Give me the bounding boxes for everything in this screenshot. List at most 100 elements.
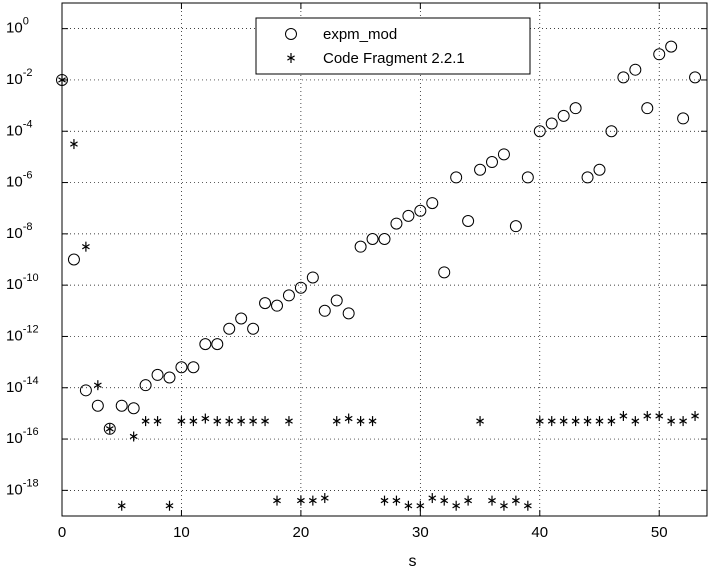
legend: expm_mod Code Fragment 2.2.1 [255,17,531,75]
data-point-asterisk [452,500,461,511]
data-point-circle [67,253,80,266]
data-point-circle [629,63,642,76]
data-point-asterisk [117,500,126,511]
data-point-asterisk [691,410,699,421]
data-point-asterisk [308,495,317,506]
data-point-asterisk [559,416,568,427]
data-point-asterisk [404,500,413,511]
data-point-asterisk [261,416,269,427]
series-expm-mod [56,40,702,435]
data-point-asterisk [129,431,138,442]
x-tick-label: 20 [293,524,310,541]
data-point-asterisk [619,410,628,421]
data-point-circle [617,71,630,84]
y-tick-label: 10-8 [6,221,32,242]
data-point-circle [127,402,140,415]
data-marks [56,40,702,511]
data-point-circle [665,40,678,53]
data-point-circle [641,102,654,115]
series-code-fragment-2-2-1 [58,74,699,511]
y-tick-label: 100 [6,16,29,37]
data-point-circle [497,148,510,161]
data-point-asterisk [285,416,293,427]
data-point-asterisk [380,495,389,506]
y-tick-label: 10-10 [6,272,39,293]
data-point-circle [689,71,702,84]
y-tick-label: 10-18 [6,477,39,498]
data-point-circle [390,217,403,230]
data-point-circle [366,232,379,245]
data-point-asterisk [488,495,496,506]
data-point-asterisk [607,416,616,427]
x-tick-label: 0 [58,524,66,541]
data-point-circle [354,240,367,253]
y-tick-label: 10-2 [6,67,32,88]
data-point-circle [605,125,618,138]
data-point-asterisk [500,500,508,511]
data-point-asterisk [428,493,437,504]
tick-labels: 0 10 20 30 40 50 100 10-2 10-4 10-6 10-8 10-10 10-12… [6,16,668,541]
x-tick-label: 10 [173,524,190,541]
data-point-asterisk [655,410,664,421]
data-point-circle [521,171,534,184]
x-tick-label: 40 [531,524,548,541]
data-point-asterisk [535,416,544,427]
data-point-circle [593,163,606,176]
legend-entry-label: Code Fragment 2.2.1 [323,50,465,67]
data-point-asterisk [679,416,688,427]
data-point-circle [486,156,498,169]
data-point-asterisk [189,416,198,427]
data-point-circle [330,294,343,307]
y-tick-label: 10-14 [6,375,39,396]
data-point-asterisk [141,416,150,427]
data-point-circle [545,117,558,130]
data-point-asterisk [511,495,520,506]
data-point-asterisk [344,413,353,424]
data-point-circle [211,338,224,351]
legend-entry-label: expm_mod [323,26,397,43]
data-point-circle [271,299,283,312]
data-point-circle [438,266,451,279]
data-point-circle [139,379,152,392]
y-tick-label: 10-4 [6,118,32,139]
data-point-circle [175,361,188,374]
data-point-circle [79,384,92,397]
data-point-asterisk [356,416,365,427]
data-point-circle [533,125,546,138]
x-tick-label: 50 [651,524,668,541]
data-point-circle [318,304,331,317]
data-point-circle [103,422,116,435]
data-point-asterisk [81,241,90,252]
y-tick-label: 10-12 [6,323,39,344]
legend-marker-circle [285,28,297,40]
data-point-circle [402,209,415,222]
data-point-asterisk [213,416,222,427]
data-point-circle [450,171,463,184]
data-point-circle [151,368,164,381]
data-point-circle [509,220,522,233]
data-point-circle [474,163,487,176]
data-point-circle [235,312,248,325]
data-point-asterisk [595,416,604,427]
data-point-asterisk [643,410,652,421]
data-point-circle [91,399,104,412]
grid [62,3,707,516]
data-point-asterisk [631,416,640,427]
x-tick-label: 30 [412,524,429,541]
data-point-circle [342,307,355,320]
data-point-circle [163,371,176,384]
data-point-asterisk [93,380,102,391]
data-point-circle [653,48,666,61]
data-point-circle [677,112,690,125]
data-point-asterisk [523,500,532,511]
data-point-circle [557,109,570,122]
data-point-asterisk [368,416,377,427]
data-point-asterisk [153,416,162,427]
data-point-circle [581,171,594,184]
legend-box [255,17,531,75]
y-tick-label: 10-6 [6,170,32,191]
data-point-asterisk [464,495,473,506]
data-point-circle [414,204,427,217]
